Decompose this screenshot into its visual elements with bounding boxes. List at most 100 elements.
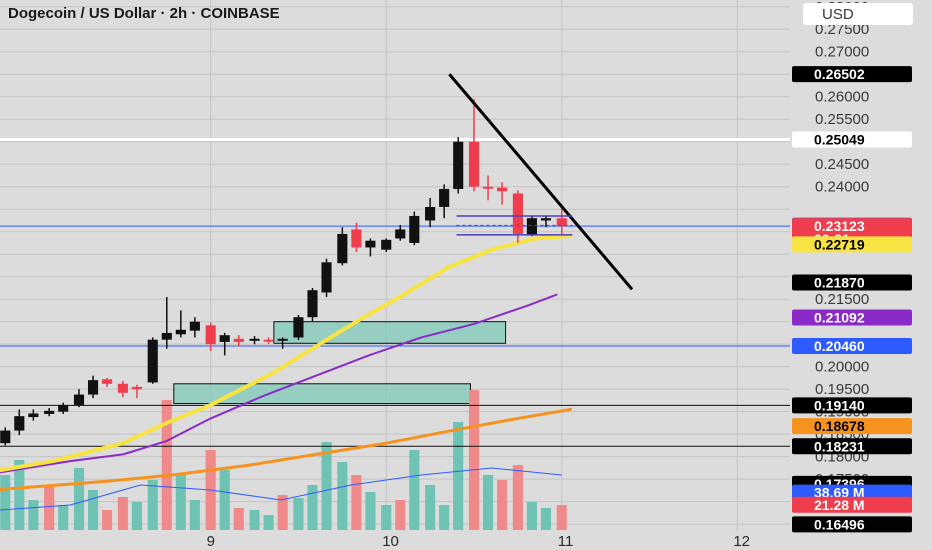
candle-body [161,332,172,340]
candle-body [425,206,436,221]
candle-body [468,141,480,187]
candle-body [249,338,260,341]
volume-bar [526,502,537,530]
volume-bar [337,462,348,530]
price-tag-label: 0.18231 [814,438,865,454]
ema-yellow-line [0,233,573,473]
price-axis-label: 0.27000 [815,44,869,61]
volume-bar [540,508,552,530]
price-tag [792,496,912,513]
volume-bar [175,475,186,530]
volume-bar [189,500,200,530]
price-tag-label: 21.28 M [814,497,865,513]
candle-body [233,338,244,342]
price-axis-label: 0.27500 [815,21,869,38]
candle-body [307,290,318,318]
price-axis-label: 0.24500 [815,156,869,173]
volume-bar [14,460,25,530]
volume-bar [482,475,494,530]
volume-bar [556,505,567,530]
volume-bar [277,495,288,530]
candle-body [0,430,11,444]
price-tags: 0.265020.250490.231340.2312309:310.22719… [792,66,912,533]
candle-body [351,229,362,248]
currency-label: USD [822,6,854,23]
trendline [448,73,634,291]
time-axis-label: 11 [558,533,574,550]
time-axis-bg [0,530,790,550]
price-tag [792,66,912,83]
price-tag [792,309,912,326]
candle-body [147,339,158,383]
volume-bar [512,465,523,530]
ema-orange-line [0,407,573,492]
price-tag [792,337,912,354]
volume-bar [439,505,450,530]
chart-title: Dogecoin / US Dollar · 2h · COINBASE [8,5,280,22]
candle-body [102,379,113,384]
volume-bar [161,400,172,530]
price-tag-label: 0.22719 [814,236,865,252]
volume-bar [307,485,318,530]
volume-bar [249,510,260,530]
volume-bar [409,450,420,530]
candle-body [73,394,85,405]
candle-body [87,380,99,395]
price-tag [792,484,912,501]
volume-bar [219,470,230,530]
candle-body [28,413,39,418]
volume-bar [395,500,406,530]
volume-bar [73,468,85,530]
candle-body [512,193,523,234]
candle-body [526,218,537,236]
price-tag-label: 0.20460 [814,338,865,354]
volume-bar [58,505,69,530]
volume-bar [147,480,158,530]
volume-bar [365,492,376,530]
volume-bar [0,475,11,530]
candle-body [277,338,288,341]
volume-bar [425,485,436,530]
volume-bar [468,390,480,530]
volume-bar [233,508,244,530]
volume-bar [381,505,392,530]
volume-bar [131,502,142,530]
price-tag-label: 38.69 M [814,485,865,501]
price-tag-label: 0.26502 [814,66,865,82]
price-axis-label: 0.24000 [815,179,869,196]
time-axis-label: 12 [733,533,750,550]
price-tag-label: 0.19140 [814,397,865,413]
currency-button[interactable]: USD [803,3,913,25]
volume-ma-line [0,467,562,511]
candle-body [219,335,230,342]
price-axis-label: 0.25500 [815,111,869,128]
candle-body [189,321,200,331]
candle-body [14,416,25,431]
volume-bar [28,500,39,530]
candle-body [482,186,494,189]
ema-purple-line [0,293,558,474]
candle-body [293,317,304,338]
price-tag [792,131,912,148]
volume-bars [0,390,567,530]
price-axis-label: 0.26000 [815,89,869,106]
volume-bar [351,475,362,530]
moving-averages [0,233,573,492]
price-axis-label: 0.21500 [815,291,869,308]
candle-body [395,229,406,239]
volume-bar [87,490,99,530]
volume-bar [321,442,332,530]
candle-body [58,404,69,412]
volume-bar [453,422,464,530]
price-axis-label: 0.20000 [815,359,869,376]
volume-bar [102,510,113,530]
price-tag-label: 0.21092 [814,310,865,326]
candle-body [409,215,420,243]
time-axis-label: 9 [207,533,215,550]
time-axis[interactable]: 9 10 11 12 [0,530,790,550]
candle-body [381,239,392,250]
price-axis-label: 0.19500 [815,381,869,398]
price-tag [792,438,912,455]
volume-bar [497,480,508,530]
